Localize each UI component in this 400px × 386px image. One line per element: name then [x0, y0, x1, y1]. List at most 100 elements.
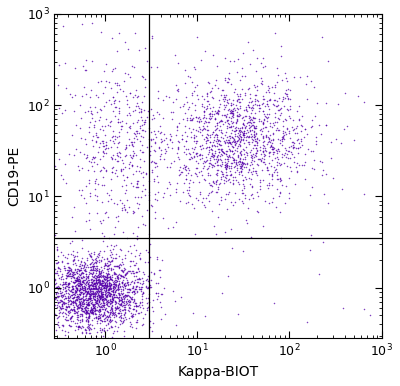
Point [200, 195, 206, 201]
Point [99, 230, 105, 236]
Point [222, 102, 229, 108]
Point [261, 159, 268, 165]
Point [188, 129, 194, 135]
Point [309, 165, 316, 171]
Point [100, 300, 107, 306]
Point [100, 272, 106, 278]
Point [228, 122, 234, 129]
Point [108, 293, 115, 300]
Point [96, 288, 103, 294]
Point [248, 134, 254, 140]
Point [105, 298, 111, 305]
Point [99, 302, 105, 308]
Point [96, 284, 102, 291]
Point [128, 321, 134, 327]
Point [122, 164, 128, 170]
Point [95, 134, 101, 140]
Point [116, 264, 122, 270]
Point [244, 108, 250, 114]
Point [253, 102, 260, 108]
Point [124, 293, 130, 299]
Point [95, 291, 102, 297]
Point [107, 283, 114, 290]
Point [114, 290, 121, 296]
Point [234, 118, 240, 124]
Point [293, 159, 300, 166]
Point [237, 156, 244, 163]
Point [121, 293, 128, 299]
Point [109, 303, 116, 309]
Point [88, 309, 94, 315]
Point [275, 146, 281, 152]
Point [121, 328, 127, 334]
Point [199, 152, 206, 158]
Point [99, 291, 106, 297]
Point [118, 297, 124, 303]
Point [205, 151, 211, 157]
Point [54, 300, 61, 306]
Point [278, 110, 284, 116]
Point [101, 309, 108, 315]
Point [287, 164, 294, 170]
Point [83, 67, 89, 73]
Point [93, 255, 99, 261]
Point [242, 192, 248, 198]
Point [278, 105, 284, 111]
Point [100, 127, 106, 134]
Point [183, 167, 189, 173]
Point [100, 269, 106, 275]
Point [239, 86, 245, 93]
Point [93, 138, 99, 144]
Point [86, 271, 92, 278]
Point [137, 106, 144, 112]
Point [81, 305, 88, 312]
Point [276, 116, 282, 122]
Point [208, 181, 214, 188]
Point [140, 278, 146, 284]
Point [68, 289, 75, 295]
Point [122, 309, 128, 315]
Point [222, 159, 228, 165]
Point [92, 91, 99, 98]
Point [109, 152, 116, 158]
Point [64, 273, 70, 279]
Point [93, 277, 100, 283]
Point [239, 163, 245, 169]
Point [100, 284, 107, 290]
Point [107, 324, 114, 330]
Point [90, 291, 96, 298]
Point [78, 281, 84, 287]
Point [118, 283, 125, 289]
Point [188, 100, 195, 106]
Point [90, 309, 97, 315]
Point [134, 184, 140, 190]
Point [287, 115, 294, 121]
Point [117, 292, 123, 298]
Point [91, 303, 97, 310]
Point [52, 302, 58, 308]
Point [84, 315, 90, 322]
Point [201, 313, 208, 320]
Point [251, 122, 258, 129]
Point [244, 133, 250, 139]
Point [110, 280, 117, 286]
Point [238, 129, 245, 135]
Point [74, 310, 80, 316]
Point [202, 203, 209, 210]
Point [232, 133, 238, 139]
Point [107, 137, 113, 143]
Point [150, 297, 156, 303]
Point [90, 264, 96, 271]
Point [296, 162, 302, 168]
Point [112, 282, 118, 288]
Point [97, 290, 104, 296]
Point [101, 296, 108, 302]
Point [269, 176, 275, 182]
Point [93, 259, 99, 265]
Point [110, 289, 117, 295]
Point [74, 293, 80, 300]
Point [238, 163, 244, 169]
Point [90, 273, 97, 279]
Point [102, 282, 108, 288]
Point [214, 138, 221, 144]
